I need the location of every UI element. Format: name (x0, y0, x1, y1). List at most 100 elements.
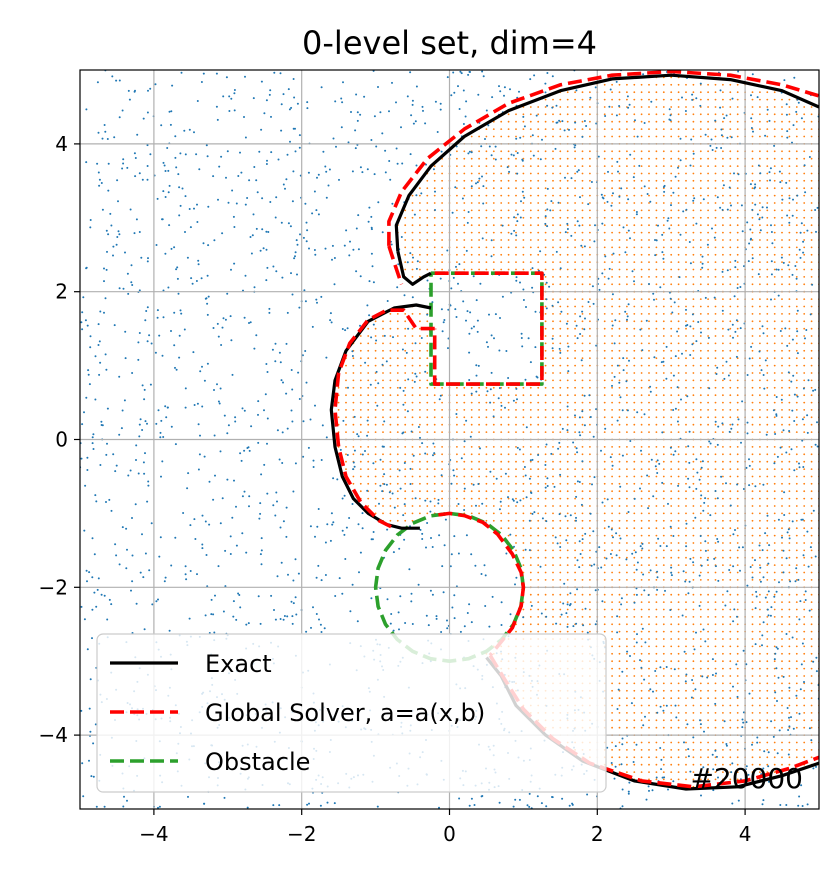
inside-point (626, 645, 628, 648)
inside-point (581, 128, 584, 131)
inside-point (359, 416, 362, 419)
inside-point (795, 305, 798, 308)
inside-point (419, 394, 421, 397)
inside-point (552, 298, 554, 300)
inside-point (603, 623, 606, 626)
inside-point (707, 505, 709, 507)
inside-point (456, 431, 458, 433)
inside-point (795, 468, 798, 470)
sample-point (206, 313, 209, 316)
inside-point (714, 497, 717, 500)
sample-point (346, 454, 349, 456)
inside-point (456, 194, 458, 197)
inside-point (722, 564, 724, 566)
inside-point (581, 239, 584, 241)
inside-point (773, 379, 776, 382)
inside-point (759, 697, 761, 700)
inside-point (766, 165, 769, 168)
inside-point (478, 150, 480, 153)
inside-point (692, 423, 695, 426)
inside-point (404, 379, 407, 382)
inside-point (589, 335, 591, 337)
inside-point (404, 216, 407, 219)
inside-point (559, 349, 562, 352)
inside-point (685, 682, 687, 685)
inside-point (707, 667, 709, 670)
inside-point (559, 623, 562, 626)
inside-point (515, 128, 517, 131)
inside-point (655, 453, 658, 456)
inside-point (374, 327, 377, 330)
inside-point (766, 549, 769, 552)
inside-point (692, 216, 695, 219)
inside-point (404, 342, 407, 345)
inside-point (581, 106, 584, 108)
sample-point (395, 147, 398, 150)
inside-point (714, 608, 717, 611)
inside-point (655, 335, 658, 337)
inside-point (633, 571, 636, 574)
inside-point (441, 179, 443, 182)
inside-point (648, 423, 650, 426)
inside-point (478, 409, 480, 411)
inside-point (581, 394, 584, 397)
inside-point (707, 616, 709, 618)
inside-point (655, 460, 658, 463)
inside-point (648, 453, 650, 456)
inside-point (670, 157, 673, 160)
inside-point (433, 423, 436, 426)
inside-point (589, 490, 591, 493)
inside-point (699, 675, 702, 677)
inside-point (766, 482, 769, 485)
inside-point (699, 172, 702, 175)
inside-point (751, 689, 754, 692)
inside-point (685, 726, 687, 729)
inside-point (603, 165, 606, 168)
inside-point (589, 276, 591, 278)
inside-point (382, 423, 384, 426)
inside-point (359, 357, 362, 360)
inside-point (751, 298, 754, 300)
inside-point (374, 453, 377, 456)
inside-point (633, 475, 636, 478)
inside-point (795, 660, 798, 663)
inside-point (485, 150, 488, 153)
inside-point (574, 179, 576, 182)
inside-point (552, 246, 554, 249)
inside-point (337, 409, 340, 411)
inside-point (699, 135, 702, 138)
inside-point (677, 556, 680, 559)
inside-point (544, 268, 547, 271)
inside-point (618, 593, 621, 596)
inside-point (574, 253, 576, 256)
inside-point (456, 172, 458, 175)
inside-point (736, 423, 739, 426)
inside-point (529, 179, 532, 182)
inside-point (736, 157, 739, 160)
inside-point (810, 490, 813, 493)
inside-point (433, 253, 436, 256)
inside-point (655, 231, 658, 234)
inside-point (759, 357, 761, 360)
inside-point (670, 401, 673, 404)
sample-point (643, 589, 646, 592)
inside-point (714, 453, 717, 456)
inside-point (574, 564, 576, 566)
inside-point (714, 682, 717, 685)
inside-point (707, 431, 709, 433)
inside-point (655, 608, 658, 611)
inside-point (648, 157, 650, 160)
inside-point (589, 98, 591, 101)
inside-point (515, 261, 517, 263)
inside-point (795, 216, 798, 219)
inside-point (670, 416, 673, 419)
inside-point (759, 453, 761, 456)
inside-point (441, 209, 443, 212)
inside-point (522, 172, 525, 175)
inside-point (670, 320, 673, 323)
inside-point (677, 231, 680, 234)
inside-point (529, 401, 532, 404)
inside-point (426, 401, 429, 404)
inside-point (589, 460, 591, 463)
sample-point (762, 576, 765, 579)
